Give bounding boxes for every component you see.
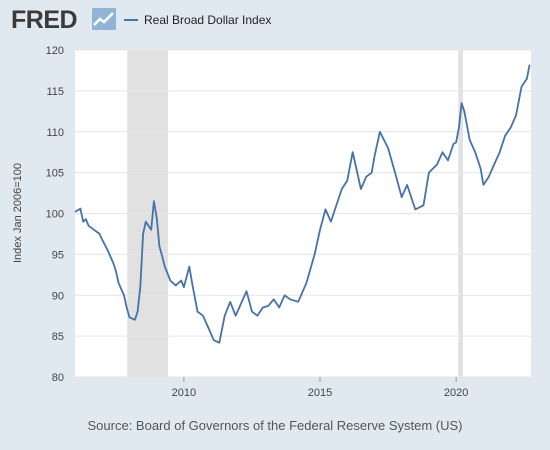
header: FRED Real Broad Dollar Index: [0, 0, 550, 38]
legend-swatch: [124, 19, 138, 21]
y-tick-label: 105: [46, 168, 64, 180]
y-tick-label: 115: [46, 86, 64, 98]
y-tick-label: 100: [46, 209, 64, 221]
series-line-real-broad-dollar-index: [74, 64, 531, 344]
y-tick-labels: 80 85 90 95 100 105 110 115 120: [46, 45, 64, 384]
legend-label[interactable]: Real Broad Dollar Index: [144, 13, 272, 27]
y-tick-label: 95: [52, 249, 64, 261]
fred-logo[interactable]: FRED: [11, 6, 78, 34]
y-tick-label: 120: [46, 45, 64, 57]
gridlines: [75, 49, 531, 378]
source-note: Source: Board of Governors of the Federa…: [87, 418, 463, 433]
y-tick-label: 85: [52, 331, 64, 343]
x-tick-label: 2020: [444, 387, 468, 399]
y-tick-label: 90: [52, 290, 64, 302]
x-tick-label: 2015: [308, 387, 332, 399]
line-chart: 80 85 90 95 100 105 110 115 120 2010 2015 2020: [46, 45, 531, 399]
y-tick-label: 110: [46, 127, 64, 139]
trend-chart-icon: [92, 8, 116, 30]
x-tick-label: 2010: [172, 387, 196, 399]
x-tick-labels: 2010 2015 2020: [172, 377, 468, 399]
y-tick-label: 80: [52, 372, 64, 384]
